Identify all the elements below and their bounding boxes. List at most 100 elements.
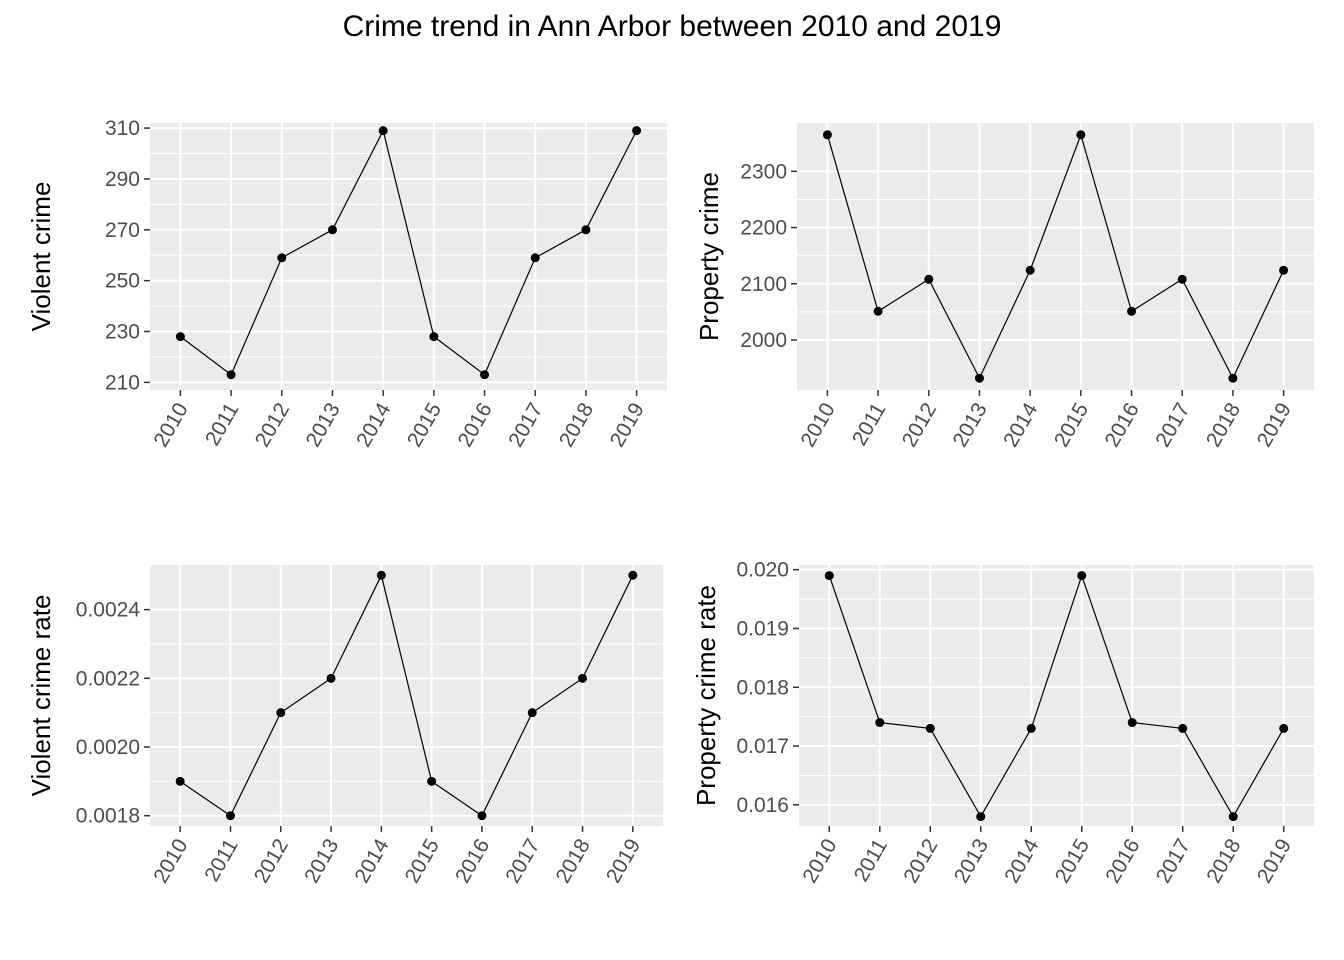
data-point — [1228, 812, 1238, 822]
y-tick-label: 0.0020 — [76, 736, 140, 759]
data-point — [530, 253, 540, 263]
y-tick-label: 2200 — [740, 217, 787, 240]
panel-3: 0.0018 0.0020 0.0022 0.0024 2010 2011 2012 2013… — [26, 565, 663, 887]
data-point — [427, 776, 437, 786]
data-point — [1076, 130, 1086, 140]
x-tick-label: 2016 — [454, 399, 497, 451]
data-point — [480, 370, 490, 380]
panel-background — [799, 565, 1314, 826]
x-tick-label: 2019 — [602, 835, 645, 887]
series-line — [180, 128, 638, 376]
y-tick-label: 2300 — [740, 160, 787, 183]
y-axis-title: Property crime rate — [691, 585, 721, 806]
x-tick-label: 2013 — [302, 399, 345, 451]
data-point — [527, 708, 537, 718]
x-tick-label: 2016 — [1101, 399, 1144, 451]
data-point — [1077, 571, 1087, 581]
y-tick-label: 0.0018 — [76, 805, 140, 828]
data-point — [1026, 723, 1036, 733]
data-point — [378, 126, 388, 136]
data-point — [1178, 723, 1188, 733]
x-tick-label: 2010 — [796, 399, 839, 451]
data-point — [1279, 265, 1289, 275]
figure-title: Crime trend in Ann Arbor between 2010 an… — [342, 10, 1002, 43]
data-point — [578, 673, 588, 683]
data-point — [925, 723, 935, 733]
x-tick-label: 2014 — [1000, 835, 1043, 887]
panel-2: 2000 2100 2200 2300 2010 2011 2012 2013 2014 2015… — [694, 123, 1314, 451]
data-point — [1228, 373, 1238, 383]
x-tick-label: 2014 — [999, 399, 1042, 451]
y-tick-label: 210 — [105, 371, 140, 394]
series-line — [179, 573, 634, 817]
y-tick-label: 0.0022 — [76, 667, 140, 690]
x-tick-label: 2015 — [1051, 835, 1094, 887]
data-point — [976, 812, 986, 822]
data-point — [824, 571, 834, 581]
y-tick-label: 290 — [105, 168, 140, 191]
data-point — [875, 718, 885, 728]
data-point — [628, 570, 638, 580]
data-point — [1127, 718, 1137, 728]
x-tick-label: 2017 — [501, 835, 544, 887]
x-tick-label: 2016 — [451, 835, 494, 887]
y-tick-label: 0.019 — [736, 617, 789, 640]
y-tick-label: 0.016 — [736, 794, 789, 817]
x-tick-label: 2011 — [200, 835, 243, 886]
x-tick-label: 2015 — [403, 399, 446, 451]
panel-background — [797, 123, 1314, 390]
data-point — [429, 332, 439, 342]
data-point — [974, 373, 984, 383]
x-tick-label: 2012 — [899, 835, 942, 887]
x-tick-label: 2018 — [1202, 399, 1245, 451]
data-point — [873, 306, 883, 316]
data-point — [277, 253, 287, 263]
y-tick-label: 0.017 — [736, 735, 789, 758]
y-tick-label: 2100 — [740, 273, 787, 296]
data-point — [175, 332, 185, 342]
panel-background — [150, 565, 663, 826]
x-tick-label: 2018 — [555, 399, 598, 451]
x-tick-label: 2011 — [848, 399, 891, 450]
data-point — [326, 673, 336, 683]
series-line — [828, 573, 1285, 818]
y-tick-label: 270 — [105, 219, 140, 242]
x-tick-label: 2015 — [401, 835, 444, 887]
data-point — [327, 225, 337, 235]
panel-background — [150, 123, 667, 390]
data-point — [581, 225, 591, 235]
data-point — [1279, 723, 1289, 733]
data-point — [376, 570, 386, 580]
x-tick-label: 2010 — [798, 835, 841, 887]
y-tick-label: 0.0024 — [76, 599, 141, 622]
x-tick-label: 2017 — [1152, 835, 1195, 887]
x-tick-label: 2012 — [250, 835, 293, 887]
y-tick-label: 2000 — [740, 329, 787, 352]
x-tick-label: 2010 — [149, 399, 192, 451]
x-tick-label: 2017 — [1151, 399, 1194, 451]
x-tick-label: 2013 — [949, 399, 992, 451]
x-tick-label: 2014 — [350, 835, 393, 887]
x-tick-label: 2016 — [1101, 835, 1144, 887]
x-tick-label: 2017 — [504, 399, 547, 451]
x-tick-label: 2015 — [1050, 399, 1093, 451]
data-point — [477, 811, 487, 821]
data-point — [924, 274, 934, 284]
y-axis-title: Violent crime rate — [26, 595, 56, 797]
x-tick-label: 2013 — [950, 835, 993, 887]
series-line — [826, 132, 1285, 380]
x-tick-label: 2012 — [251, 399, 294, 451]
data-point — [175, 776, 185, 786]
x-tick-label: 2018 — [1202, 835, 1245, 887]
data-point — [226, 370, 236, 380]
x-tick-label: 2019 — [1253, 835, 1296, 887]
y-tick-label: 0.020 — [736, 559, 789, 582]
data-point — [632, 126, 642, 136]
x-tick-label: 2019 — [1253, 399, 1296, 451]
data-point — [225, 811, 235, 821]
x-tick-label: 2014 — [352, 399, 395, 451]
x-tick-label: 2019 — [606, 399, 649, 451]
data-point — [276, 708, 286, 718]
